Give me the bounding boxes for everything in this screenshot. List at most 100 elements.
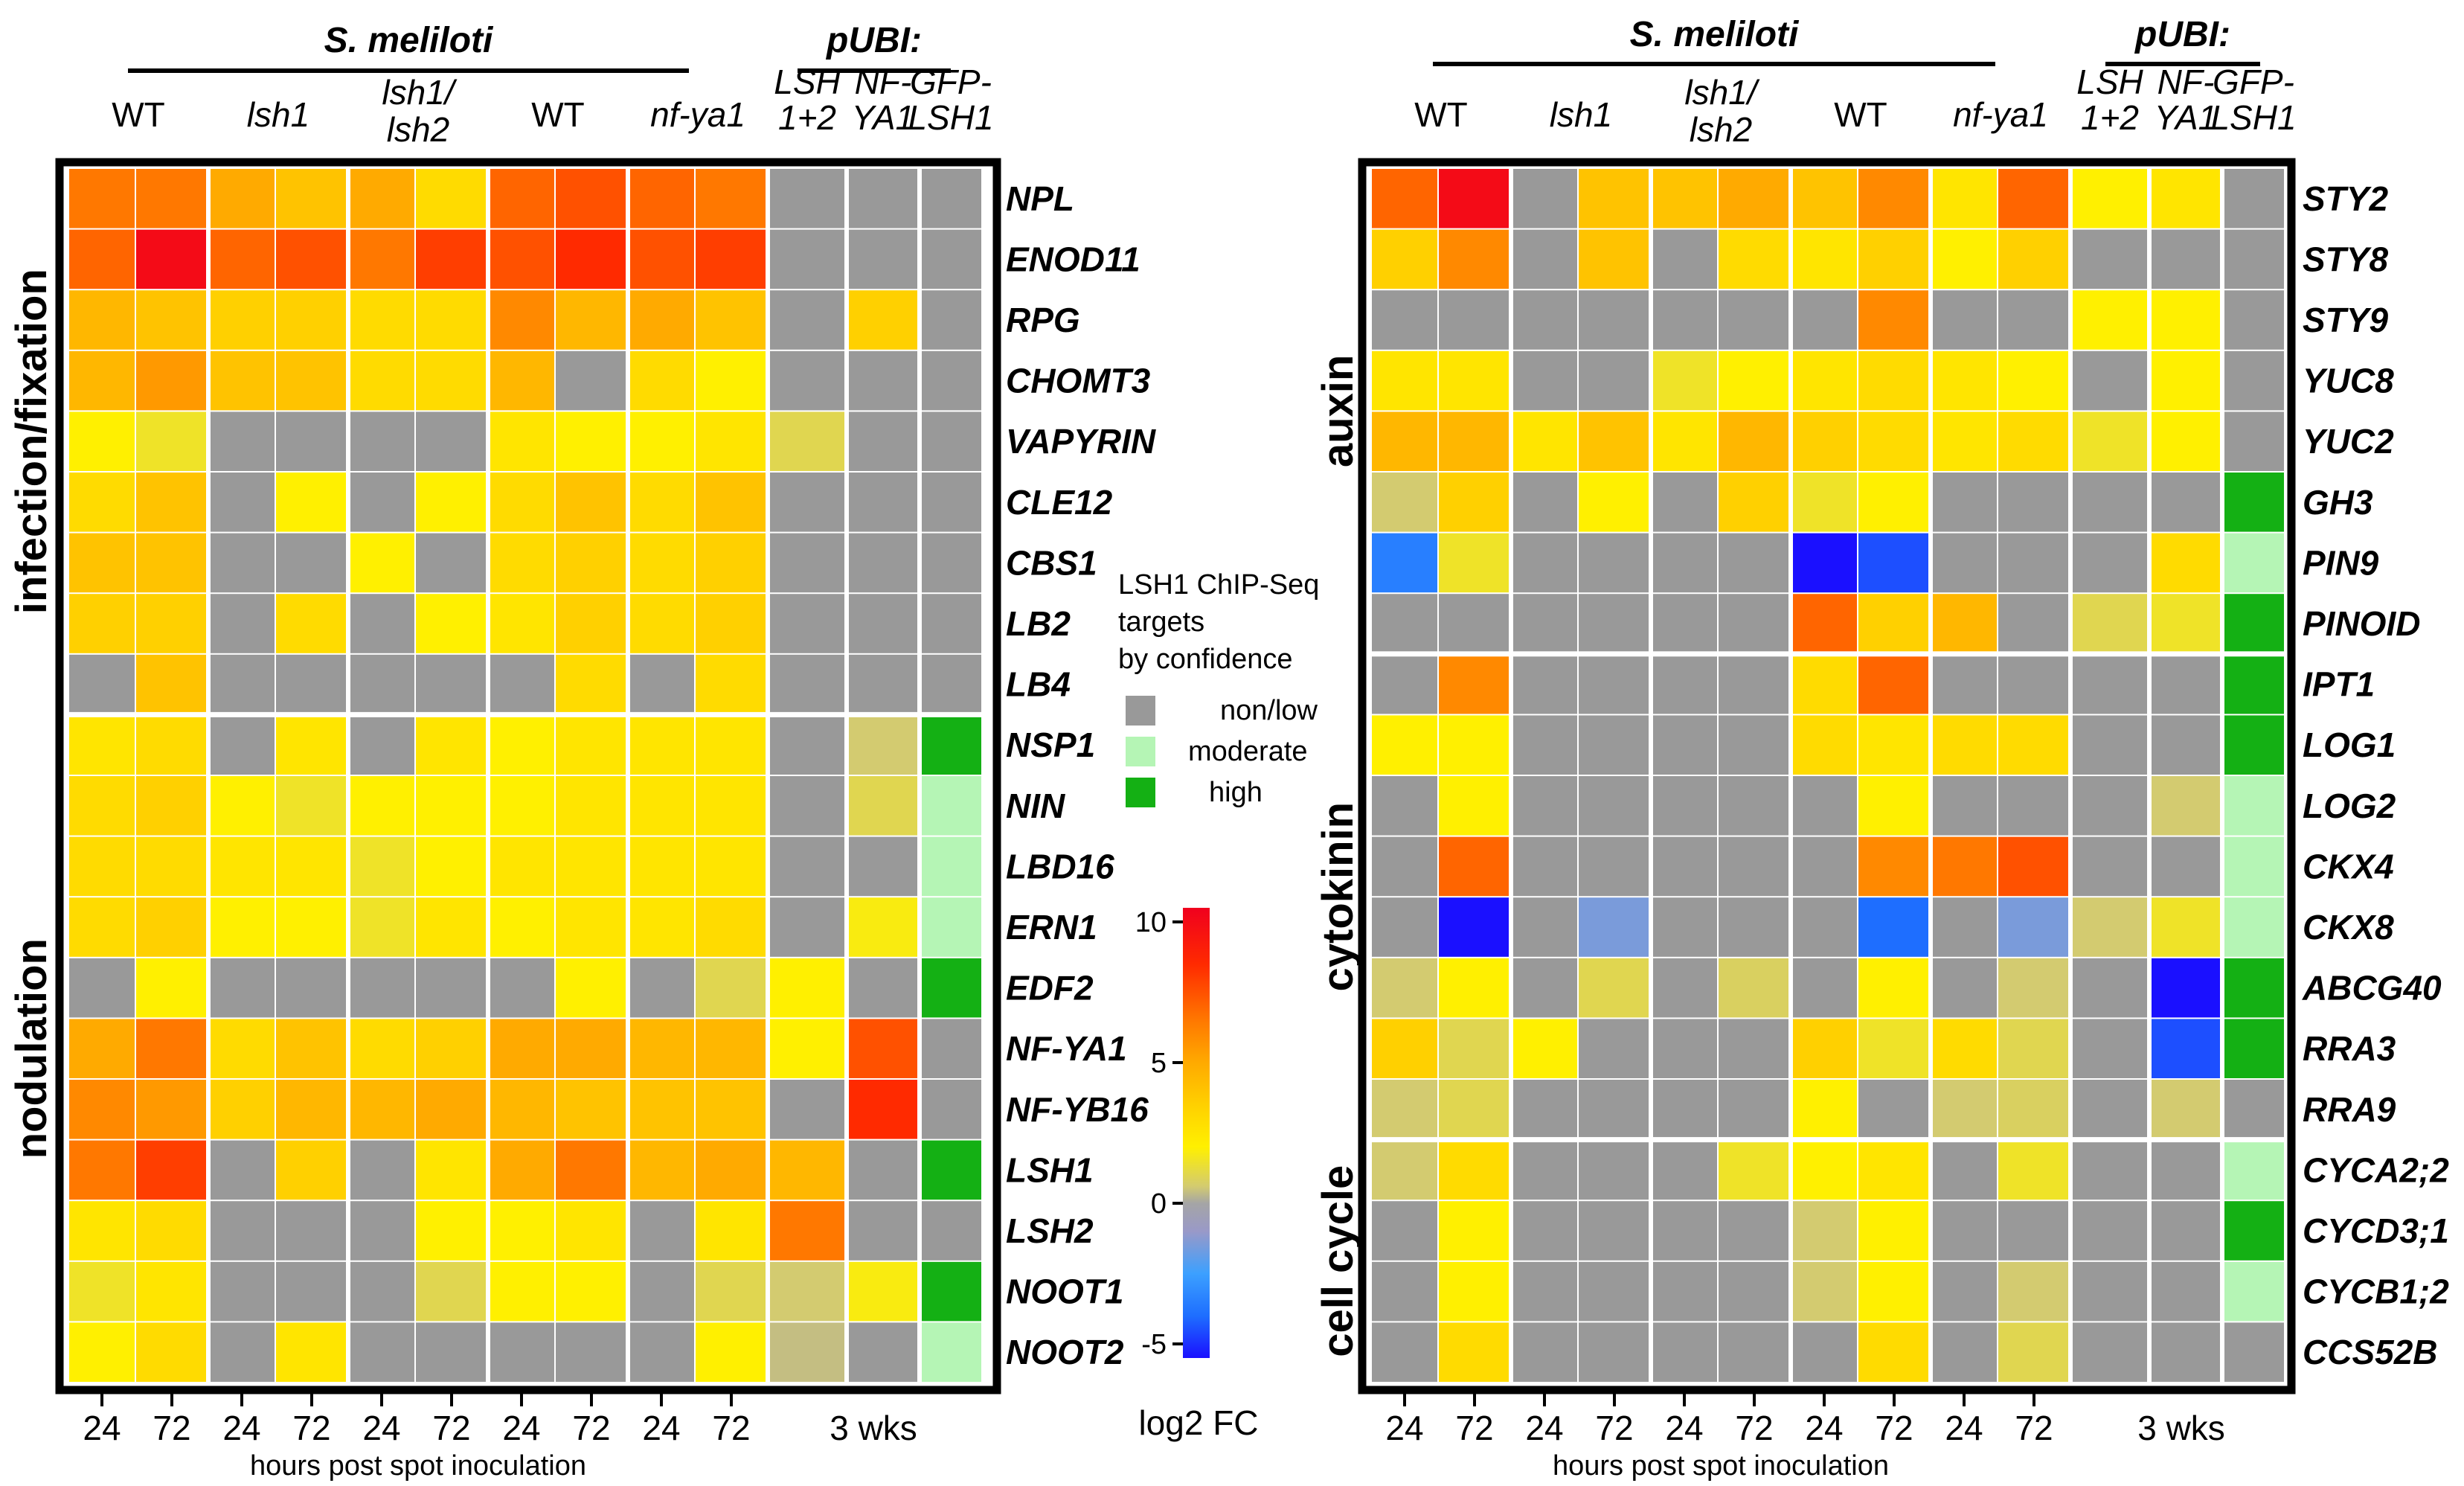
heatmap-cell — [1579, 1261, 1650, 1322]
heatmap-cell — [1579, 411, 1650, 471]
heatmap-cell — [1652, 290, 1717, 350]
heatmap-cell — [2071, 1261, 2149, 1322]
heatmap-cell — [1512, 1261, 1577, 1322]
heatmap-cell — [1652, 473, 1717, 532]
heatmap-cell — [1931, 715, 1997, 775]
heatmap-cell — [69, 836, 135, 897]
heatmap-cells-right — [1372, 169, 2284, 1382]
heatmap-cell — [1439, 1201, 1510, 1261]
heatmap-cell — [2150, 715, 2221, 775]
heatmap-cell — [1439, 594, 1510, 653]
heatmap-cell — [1791, 594, 1857, 653]
chipseq-cell — [2223, 958, 2284, 1018]
heatmap-cell — [629, 654, 694, 714]
heatmap-cell — [349, 1019, 414, 1078]
heatmap-cell — [2150, 473, 2221, 532]
heatmap-cell — [1439, 350, 1510, 411]
heatmap-cell — [209, 1322, 275, 1382]
group-label: lsh1/ — [1684, 73, 1759, 112]
heatmap-cell — [1512, 958, 1577, 1018]
heatmap-cell — [2150, 897, 2221, 957]
heatmap-cell — [1652, 654, 1717, 714]
heatmap-cell — [847, 1261, 919, 1322]
heatmap-cell — [847, 1322, 919, 1382]
heatmap-cell — [1512, 290, 1577, 350]
heatmap-cell — [556, 1019, 627, 1078]
heatmap-cell — [349, 290, 414, 350]
chipseq-cell — [2223, 654, 2284, 714]
heatmap-cell — [556, 229, 627, 289]
heatmap-cell — [1372, 473, 1437, 532]
heatmap-cell — [349, 229, 414, 289]
gene-label: CYCD3;1 — [2303, 1211, 2449, 1250]
heatmap-cell — [847, 897, 919, 957]
gene-label: RRA3 — [2303, 1029, 2396, 1068]
heatmap-cell — [1858, 715, 1930, 775]
heatmap-cell — [769, 473, 846, 532]
heatmap-cell — [1858, 411, 1930, 471]
heatmap-cell — [489, 654, 554, 714]
heatmap-cell — [1998, 1261, 2070, 1322]
heatmap-cell — [629, 473, 694, 532]
heatmap-cell — [416, 1322, 487, 1382]
pubi-group-label: LSH — [774, 63, 841, 101]
heatmap-cell — [136, 1019, 208, 1078]
heatmap-cell — [1858, 533, 1930, 593]
heatmap-cell — [1579, 350, 1650, 411]
gene-label: STY8 — [2303, 240, 2388, 278]
time-tick-label: 72 — [1735, 1409, 1773, 1447]
chipseq-cell — [920, 715, 981, 775]
heatmap-cell — [1652, 715, 1717, 775]
heatmap-cell — [1858, 776, 1930, 836]
heatmap-cell — [1998, 290, 2070, 350]
chipseq-cell — [2223, 1080, 2284, 1139]
heatmap-cell — [489, 1322, 554, 1382]
group-divider — [766, 168, 770, 1383]
gene-label: NIN — [1006, 787, 1065, 825]
heatmap-cell — [349, 533, 414, 593]
group-label: nf-ya1 — [1953, 95, 2048, 134]
gene-label: ENOD11 — [1006, 240, 1140, 278]
heatmap-cell — [1719, 1080, 1790, 1139]
heatmap-cell — [1579, 229, 1650, 289]
heatmap-cell — [1858, 1322, 1930, 1382]
heatmap-cell — [489, 473, 554, 532]
heatmap-cell — [349, 1261, 414, 1322]
heatmap-cell — [489, 1080, 554, 1139]
heatmap-cell — [349, 594, 414, 653]
heatmap-cell — [1372, 229, 1437, 289]
heatmap-cell — [1719, 411, 1790, 471]
heatmap-cell — [1931, 654, 1997, 714]
heatmap-cell — [416, 654, 487, 714]
heatmap-cell — [276, 169, 347, 228]
heatmap-cell — [349, 715, 414, 775]
gene-label: PINOID — [2303, 604, 2420, 643]
heatmap-cell — [209, 1261, 275, 1322]
gene-label: ERN1 — [1006, 908, 1097, 947]
heatmap-cell — [276, 1322, 347, 1382]
heatmap-cell — [136, 776, 208, 836]
chipseq-cell — [920, 958, 981, 1018]
chipseq-cell — [2223, 1261, 2284, 1322]
heatmap-cell — [629, 229, 694, 289]
heatmap-cell — [1791, 958, 1857, 1018]
heatmap-cell — [847, 1019, 919, 1078]
heatmap-cell — [769, 1261, 846, 1322]
heatmap-cell — [1372, 1261, 1437, 1322]
pubi-time-label: 3 wks — [830, 1409, 917, 1447]
chipseq-cell — [920, 1322, 981, 1382]
heatmap-cell — [2150, 1322, 2221, 1382]
legend-swatch-high — [1126, 778, 1155, 807]
heatmap-cell — [1512, 473, 1577, 532]
chipseq-cell — [920, 473, 981, 532]
heatmap-cell — [2071, 1019, 2149, 1078]
heatmap-cell — [1858, 654, 1930, 714]
time-tick-label: 72 — [153, 1409, 190, 1447]
time-tick-label: 72 — [1595, 1409, 1633, 1447]
heatmap-cell — [769, 1019, 846, 1078]
heatmap-cell — [556, 473, 627, 532]
group-divider — [2147, 168, 2152, 1383]
heatmap-cell — [1512, 1201, 1577, 1261]
heatmap-cell — [2071, 411, 2149, 471]
heatmap-cell — [1858, 169, 1930, 228]
